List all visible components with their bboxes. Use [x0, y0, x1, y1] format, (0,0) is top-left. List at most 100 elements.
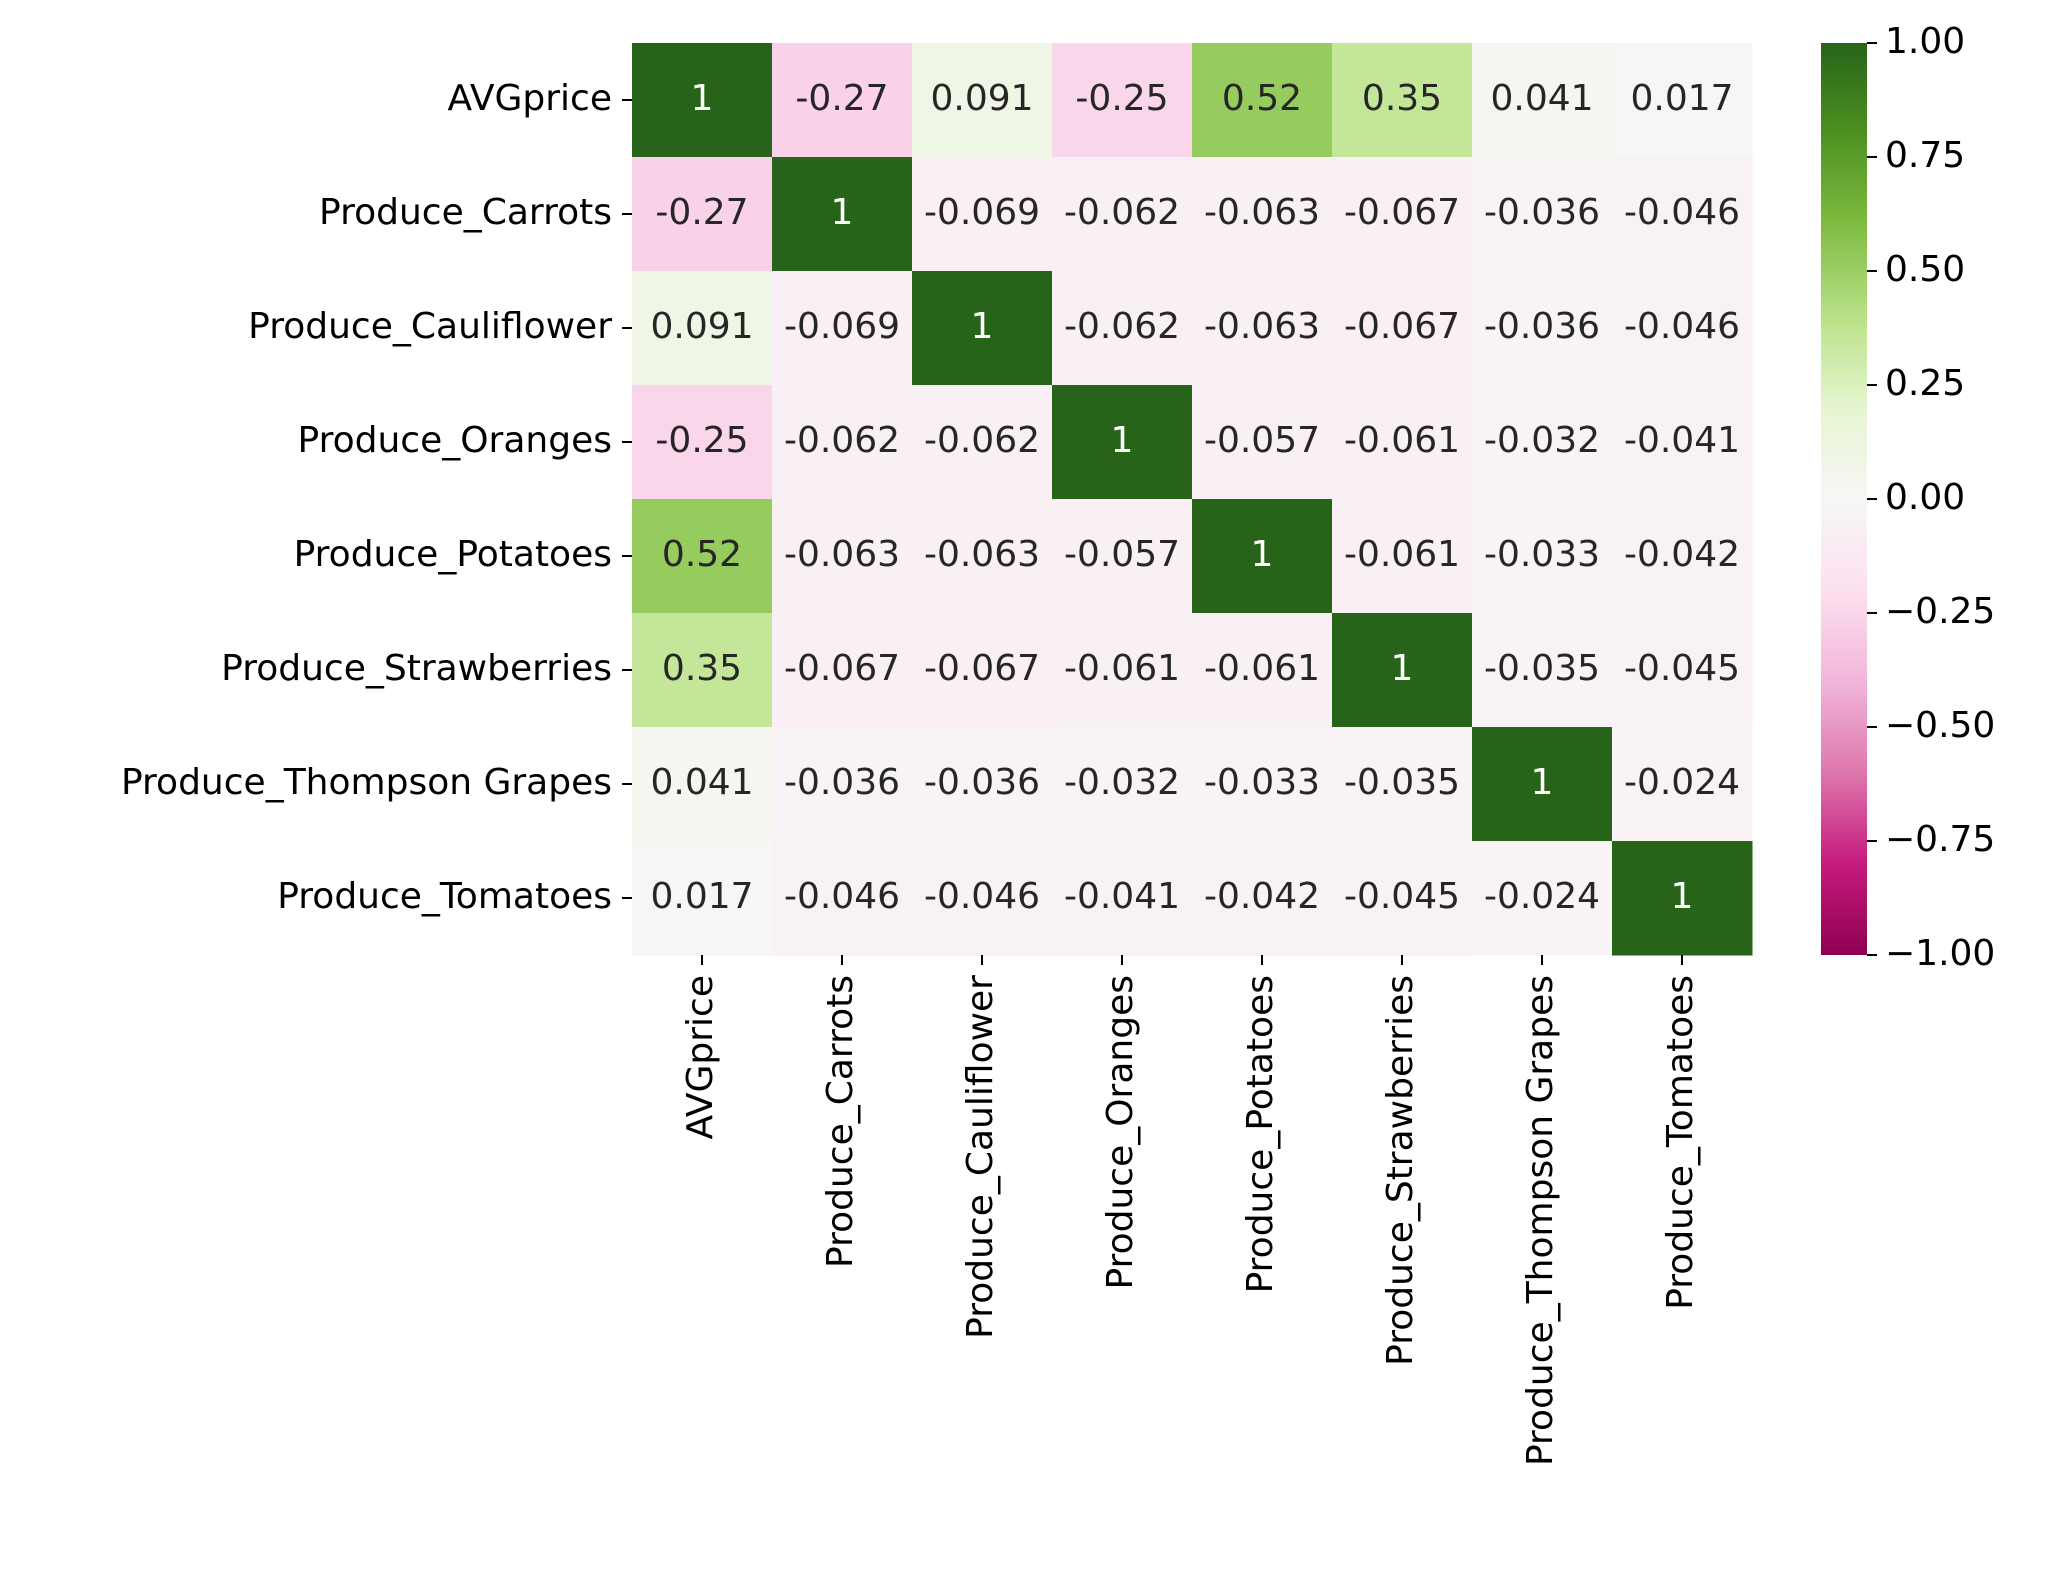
y-tick-label: Produce_Cauliflower — [248, 306, 612, 347]
cell-label: 0.52 — [1222, 78, 1302, 119]
heatmap-cell — [632, 727, 773, 842]
y-tick-label: Produce_Oranges — [298, 420, 613, 461]
cell-label: -0.067 — [924, 648, 1040, 689]
heatmap-cell — [1332, 727, 1473, 842]
cell-label: 1 — [1531, 762, 1554, 803]
heatmap-cell — [1332, 43, 1473, 158]
cell-label: -0.069 — [924, 192, 1040, 233]
cell-label: -0.036 — [1484, 306, 1600, 347]
heatmap-cell — [1052, 613, 1193, 728]
y-tick-label: Produce_Carrots — [319, 192, 612, 233]
colorbar-tick-label: 0.50 — [1885, 249, 1965, 290]
heatmap-cell — [1612, 613, 1753, 728]
heatmap-cell — [632, 841, 773, 956]
cell-label: -0.27 — [655, 192, 748, 233]
heatmap-cell — [1192, 385, 1333, 500]
colorbar-tick-label: 0.00 — [1885, 477, 1965, 518]
cell-label: -0.046 — [924, 876, 1040, 917]
heatmap-cell — [1472, 157, 1613, 272]
cell-label: -0.061 — [1064, 648, 1180, 689]
colorbar-tick-label: −1.00 — [1885, 933, 1995, 974]
cell-label: -0.033 — [1204, 762, 1320, 803]
y-tick-label: Produce_Thompson Grapes — [121, 762, 612, 803]
cell-label: 0.041 — [650, 762, 753, 803]
heatmap-cell — [1192, 43, 1333, 158]
heatmap-cell — [1192, 499, 1333, 614]
cell-label: -0.042 — [1624, 534, 1740, 575]
heatmap-cell — [632, 271, 773, 386]
colorbar-tick-label: 0.25 — [1885, 363, 1965, 404]
cell-label: 1 — [691, 78, 714, 119]
x-tick-label: Produce_Carrots — [820, 975, 861, 1268]
cell-label: -0.062 — [924, 420, 1040, 461]
colorbar-tick-label: 1.00 — [1885, 21, 1965, 62]
heatmap-cell — [912, 499, 1053, 614]
heatmap-cell — [1052, 157, 1193, 272]
cell-label: -0.036 — [924, 762, 1040, 803]
heatmap-cell — [1332, 841, 1473, 956]
cell-label: -0.036 — [784, 762, 900, 803]
heatmap-cell — [632, 43, 773, 158]
x-tick-label: AVGprice — [680, 975, 721, 1139]
cell-label: -0.063 — [1204, 306, 1320, 347]
heatmap-cell — [1472, 613, 1613, 728]
cell-label: 0.091 — [650, 306, 753, 347]
cell-label: -0.032 — [1064, 762, 1180, 803]
y-tick-label: Produce_Strawberries — [221, 648, 612, 689]
heatmap-cell — [1332, 271, 1473, 386]
heatmap-cell — [1192, 613, 1333, 728]
cell-label: 1 — [1251, 534, 1274, 575]
cell-label: -0.063 — [784, 534, 900, 575]
heatmap-cell — [1472, 43, 1613, 158]
colorbar-tick-label: −0.25 — [1885, 591, 1995, 632]
cell-label: 0.35 — [662, 648, 742, 689]
y-tick-label: Produce_Tomatoes — [277, 876, 612, 917]
cell-label: -0.067 — [1344, 192, 1460, 233]
heatmap-cell — [772, 613, 913, 728]
cell-label: 1 — [1391, 648, 1414, 689]
cell-label: 1 — [831, 192, 854, 233]
cell-label: 1 — [1111, 420, 1134, 461]
cell-label: -0.035 — [1344, 762, 1460, 803]
cell-label: -0.057 — [1064, 534, 1180, 575]
heatmap-cell — [1332, 385, 1473, 500]
y-tick-label: AVGprice — [448, 78, 612, 119]
x-tick-label: Produce_Strawberries — [1380, 975, 1421, 1366]
cell-label: -0.041 — [1064, 876, 1180, 917]
heatmap-cell — [912, 385, 1053, 500]
heatmap-cell — [772, 499, 913, 614]
cell-label: -0.041 — [1624, 420, 1740, 461]
cell-label: -0.042 — [1204, 876, 1320, 917]
cell-label: -0.046 — [1624, 192, 1740, 233]
heatmap-cell — [1472, 271, 1613, 386]
heatmap-cell — [1192, 157, 1333, 272]
heatmap-cell — [632, 157, 773, 272]
cell-label: -0.033 — [1484, 534, 1600, 575]
cell-label: -0.061 — [1204, 648, 1320, 689]
heatmap-cell — [772, 157, 913, 272]
heatmap-cell — [1052, 385, 1193, 500]
heatmap-cell — [772, 385, 913, 500]
heatmap-cell — [1332, 499, 1473, 614]
heatmap-cell — [1612, 841, 1753, 956]
y-tick-label: Produce_Potatoes — [294, 534, 612, 575]
heatmap-cell — [912, 841, 1053, 956]
x-tick-label: Produce_Tomatoes — [1660, 975, 1701, 1310]
cell-label: -0.036 — [1484, 192, 1600, 233]
cell-label: -0.032 — [1484, 420, 1600, 461]
colorbar-tick-label: −0.75 — [1885, 819, 1995, 860]
x-tick-label: Produce_Potatoes — [1240, 975, 1281, 1293]
heatmap-cell — [772, 841, 913, 956]
heatmap-cell — [632, 613, 773, 728]
cell-label: -0.067 — [784, 648, 900, 689]
x-tick-label: Produce_Oranges — [1100, 975, 1141, 1290]
cell-label: 1 — [1671, 876, 1694, 917]
cell-label: -0.061 — [1344, 420, 1460, 461]
cell-label: 0.017 — [650, 876, 753, 917]
heatmap-cell — [1332, 613, 1473, 728]
cell-label: 0.35 — [1362, 78, 1442, 119]
heatmap-cell — [1192, 271, 1333, 386]
heatmap-cell — [772, 271, 913, 386]
colorbar-tick-label: 0.75 — [1885, 135, 1965, 176]
cell-label: -0.046 — [1624, 306, 1740, 347]
